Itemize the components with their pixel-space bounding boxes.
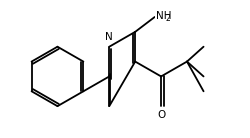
Text: 2: 2 <box>165 14 170 23</box>
Text: N: N <box>106 32 113 43</box>
Text: NH: NH <box>156 11 171 21</box>
Text: O: O <box>157 110 165 120</box>
